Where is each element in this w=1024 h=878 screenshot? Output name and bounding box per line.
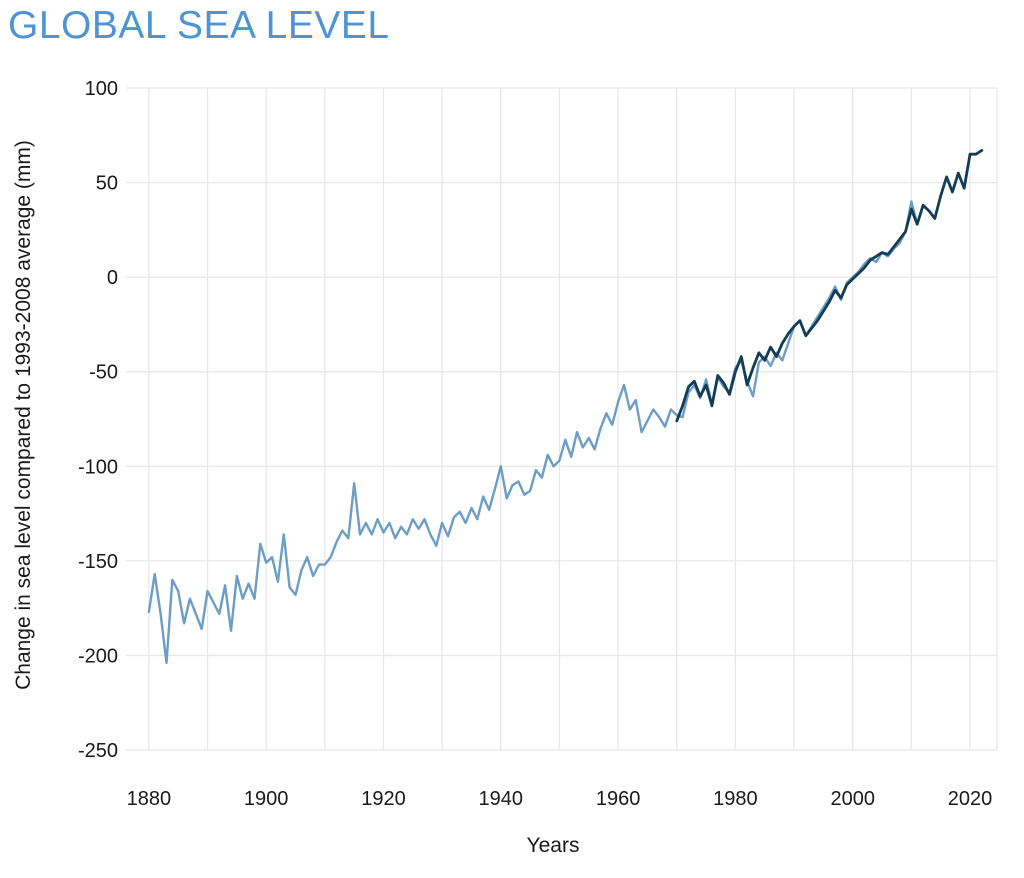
gridlines xyxy=(126,87,998,751)
x-tick-label: 1920 xyxy=(361,788,406,810)
x-tick-label: 1960 xyxy=(596,788,641,810)
y-tick-label: -200 xyxy=(78,645,118,667)
y-tick-label: 100 xyxy=(85,78,118,100)
page-title: GLOBAL SEA LEVEL xyxy=(8,4,390,47)
tick-labels: 1880 1900 1920 1940 1960 1980 2000 2020 100 50 0 -5… xyxy=(78,78,992,810)
y-tick-label: -100 xyxy=(78,456,118,478)
x-tick-label: 1900 xyxy=(244,788,289,810)
y-tick-label: 50 xyxy=(96,173,118,195)
dark-blue-series-line xyxy=(675,148,984,423)
x-tick-label: 1940 xyxy=(479,788,524,810)
y-tick-label: 0 xyxy=(107,267,118,289)
x-tick-label: 1980 xyxy=(713,788,758,810)
y-tick-label: -250 xyxy=(78,740,118,762)
light-blue-series-line xyxy=(147,200,919,665)
y-axis-title: Change in sea level compared to 1993-200… xyxy=(12,140,35,690)
x-tick-label: 2000 xyxy=(830,788,875,810)
y-tick-label: -150 xyxy=(78,551,118,573)
x-axis-title: Years xyxy=(527,834,580,857)
x-tick-label: 1880 xyxy=(127,788,172,810)
series-lines xyxy=(147,148,984,665)
x-tick-label: 2020 xyxy=(948,788,993,810)
y-tick-label: -50 xyxy=(89,362,118,384)
